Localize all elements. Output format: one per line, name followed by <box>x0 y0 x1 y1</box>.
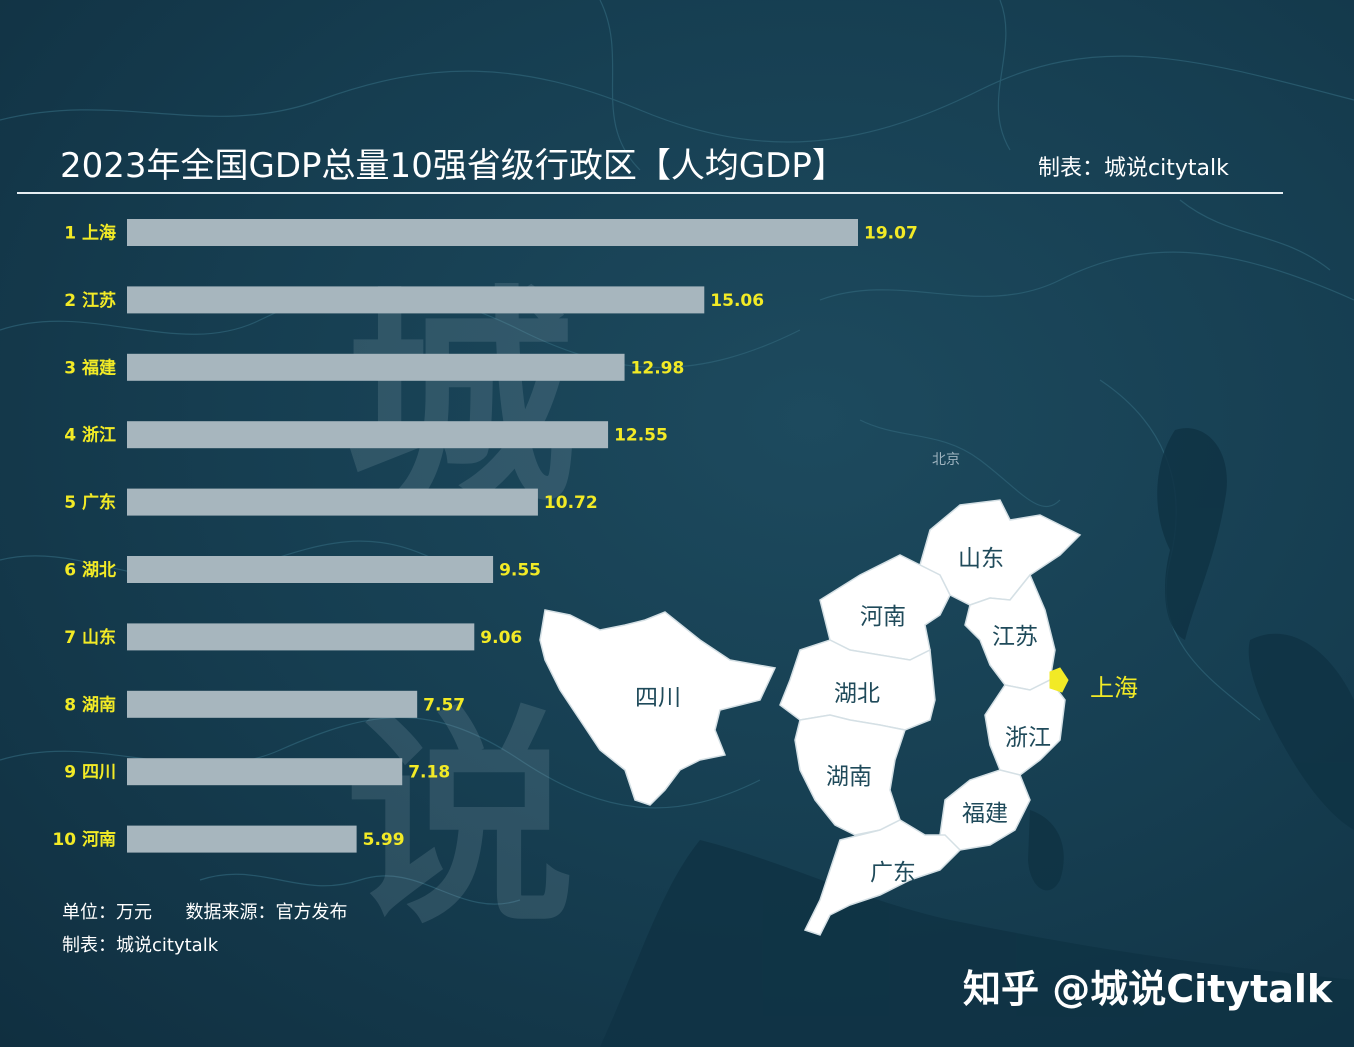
bar <box>127 758 403 786</box>
map-label-shandong: 山东 <box>958 546 1004 572</box>
map-label-zhejiang: 浙江 <box>1005 725 1051 751</box>
map-shanghai <box>1049 667 1069 693</box>
footer-maker: 制表：城说citytalk <box>62 935 219 956</box>
title-divider <box>17 192 1283 194</box>
category-label: 2 江苏 <box>64 290 116 311</box>
map-label-shanghai: 上海 <box>1090 674 1138 702</box>
header-maker: 制表：城说citytalk <box>1038 156 1229 181</box>
value-label: 19.07 <box>864 224 918 244</box>
bar-chart: 1 上海 19.07 2 江苏 15.06 3 福建 12.98 4 浙江 12.55 5 广东… <box>52 219 918 853</box>
category-label: 8 湖南 <box>64 694 116 715</box>
bar <box>127 421 609 449</box>
category-label: 7 山东 <box>64 627 116 648</box>
value-label: 15.06 <box>710 291 764 311</box>
value-label: 9.06 <box>480 628 522 648</box>
category-label: 1 上海 <box>64 223 116 244</box>
value-label: 9.55 <box>499 561 541 581</box>
value-label: 5.99 <box>363 830 405 850</box>
value-label: 12.55 <box>614 426 668 446</box>
svg-text:说: 说 <box>345 688 575 955</box>
category-label: 4 浙江 <box>64 425 116 446</box>
bar <box>127 353 625 381</box>
category-label: 10 河南 <box>52 829 116 850</box>
map-label-sichuan: 四川 <box>635 685 681 711</box>
source-label: 数据来源：官方发布 <box>185 902 348 923</box>
beijing-label: 北京 <box>932 452 960 468</box>
chart-title: 2023年全国GDP总量10强省级行政区【人均GDP】 <box>60 146 846 186</box>
map-label-hubei: 湖北 <box>834 681 880 707</box>
category-label: 5 广东 <box>64 492 116 513</box>
map-label-guangdong: 广东 <box>870 860 916 886</box>
value-label: 12.98 <box>631 358 685 378</box>
map-sichuan <box>539 609 777 806</box>
bar <box>127 623 475 651</box>
bar <box>127 488 538 516</box>
map-hubei <box>779 639 936 731</box>
bar <box>127 286 705 314</box>
category-label: 9 四川 <box>64 763 116 783</box>
map-zhejiang <box>984 679 1066 776</box>
bar <box>127 690 418 718</box>
bar <box>127 556 494 583</box>
category-label: 6 湖北 <box>64 561 116 581</box>
bar <box>127 825 357 853</box>
map-label-fujian: 福建 <box>962 801 1008 827</box>
bar <box>127 219 858 246</box>
category-label: 3 福建 <box>64 357 116 378</box>
platform-credit: 知乎 @城说Citytalk <box>963 967 1333 1011</box>
value-label: 10.72 <box>544 493 598 513</box>
value-label: 7.57 <box>423 695 465 715</box>
bars-group: 1 上海 19.07 2 江苏 15.06 3 福建 12.98 4 浙江 12.55 5 广东… <box>52 219 918 853</box>
map-label-hunan: 湖南 <box>826 764 872 790</box>
map-guangdong <box>803 819 962 936</box>
value-label: 7.18 <box>408 763 450 783</box>
map-label-henan: 河南 <box>860 604 906 630</box>
unit-label: 单位：万元 <box>62 902 152 923</box>
footer-unit-source: 单位：万元 数据来源：官方发布 <box>62 898 347 924</box>
map-label-jiangsu: 江苏 <box>992 624 1038 650</box>
